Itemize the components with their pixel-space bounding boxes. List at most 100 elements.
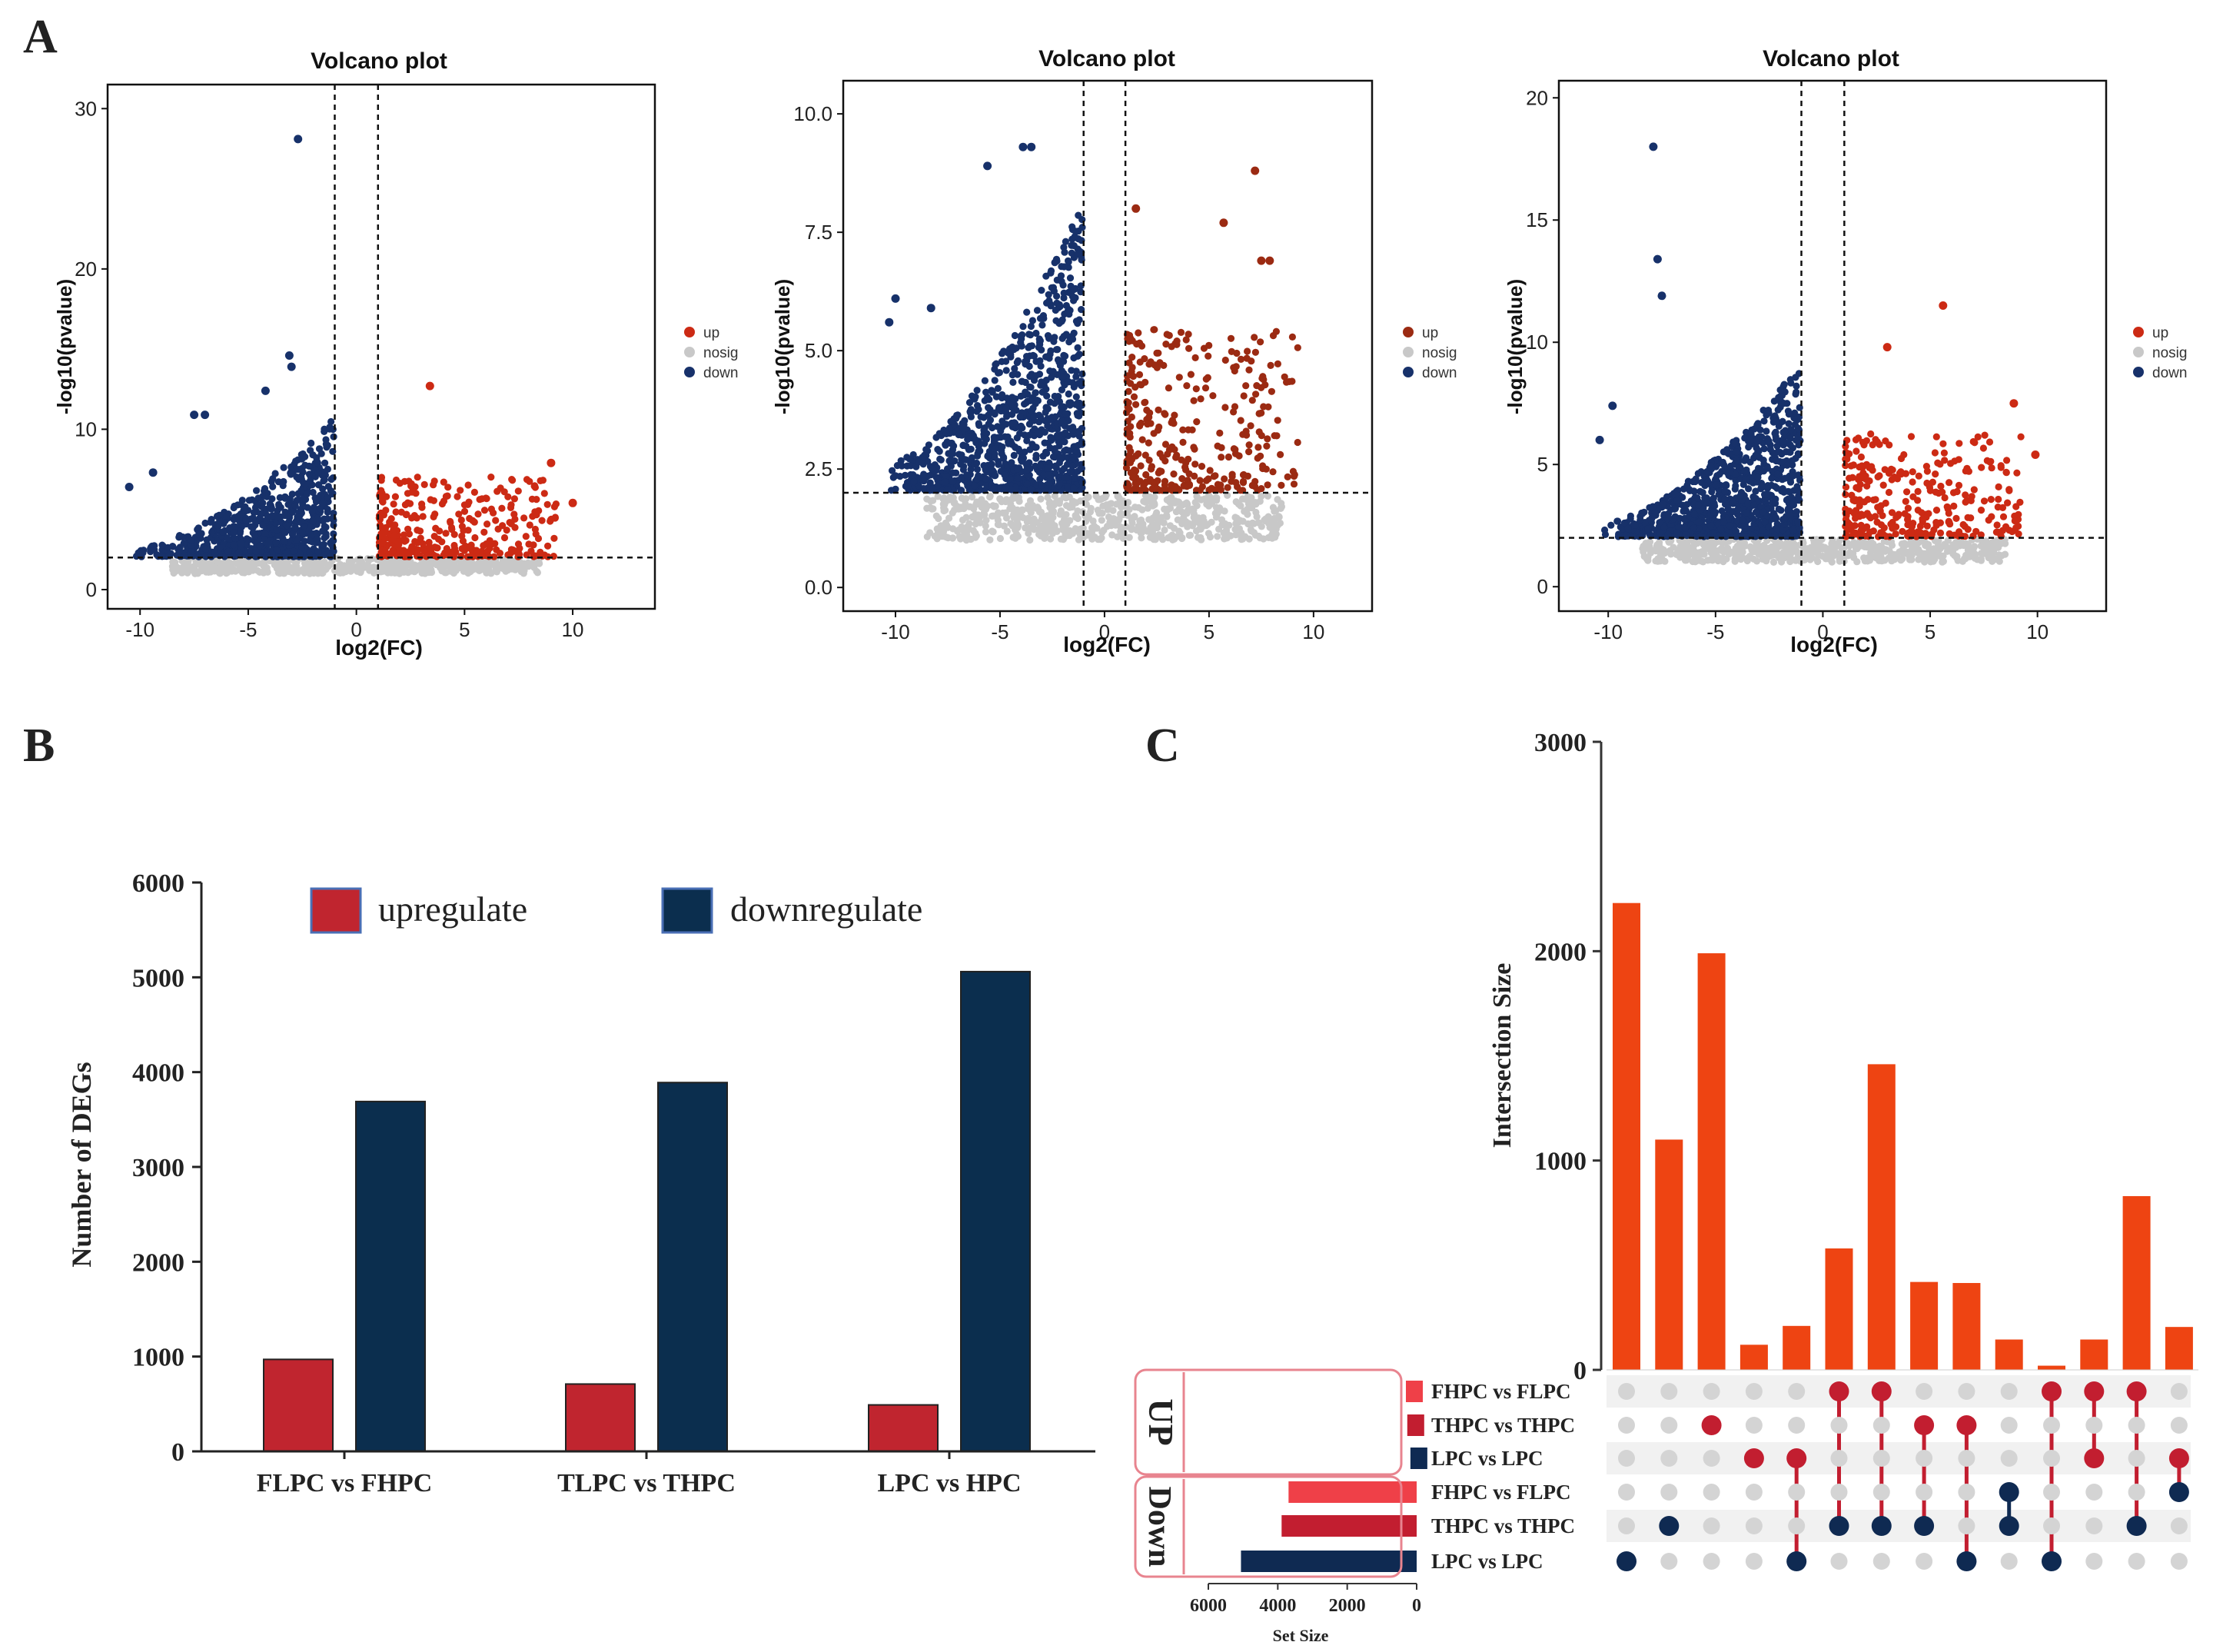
- volcano-1-point-up: [414, 474, 421, 481]
- volcano-2-point-nosig: [1184, 523, 1191, 530]
- volcano-2-point-down: [1072, 401, 1080, 408]
- volcano-1-up: [375, 474, 560, 560]
- volcano-1-point-down: [213, 512, 221, 520]
- volcano-2-point-nosig: [1233, 514, 1241, 522]
- volcano-2-point-down: [1012, 344, 1020, 352]
- volcano-2-point-nosig: [1012, 526, 1019, 533]
- volcano-1-point-down: [326, 553, 334, 560]
- volcano-2-point-down: [922, 446, 930, 454]
- volcano-1-point-up: [457, 552, 465, 560]
- volcano-3-point-nosig: [1789, 542, 1797, 550]
- volcano-2-point-up: [1200, 344, 1208, 352]
- volcano-1-point-down: [299, 450, 307, 458]
- volcano-3-point-nosig: [1995, 551, 2003, 559]
- volcano-2-point-nosig: [972, 510, 979, 519]
- volcano-1-point-up: [379, 539, 387, 547]
- volcano-2-point-down: [982, 475, 990, 483]
- volcano-2-point-down: [1013, 434, 1021, 442]
- volcano-1-point-up: [540, 490, 548, 497]
- volcano-1-point-nosig: [530, 563, 538, 571]
- volcano-2-point-up: [1221, 404, 1229, 411]
- volcano-3-point-nosig: [1978, 550, 1985, 557]
- volcano-2-point-nosig: [1131, 514, 1138, 521]
- volcano-2-point-down: [1060, 464, 1068, 473]
- volcano-1-point-down: [208, 528, 216, 537]
- volcano-2-point-up: [1236, 487, 1244, 494]
- volcano-2-point-down: [1002, 404, 1010, 412]
- volcano-1-point-down: [304, 504, 311, 511]
- volcano-2-point-down: [1028, 317, 1036, 324]
- volcano-2-point-down: [1068, 379, 1076, 387]
- volcano-2-point-nosig: [1108, 531, 1116, 539]
- volcano-1-point-nosig: [474, 562, 482, 570]
- volcano-1-point-nosig: [515, 560, 523, 568]
- volcano-2-point-down: [1037, 413, 1045, 421]
- volcano-1-point-up: [382, 507, 390, 514]
- volcano-1-point-down: [281, 537, 288, 546]
- volcano-1-point-down: [280, 477, 287, 486]
- volcano-3-point-down: [1791, 420, 1799, 428]
- volcano-2-point-nosig: [1187, 531, 1195, 539]
- volcano-1-point-up: [416, 527, 424, 535]
- volcano-2-point-down: [1062, 410, 1069, 417]
- volcano-1-point-down: [313, 530, 321, 537]
- volcano-2-point-up: [1135, 329, 1142, 337]
- volcano-2-point-up: [1182, 466, 1190, 474]
- volcano-2-point-nosig: [1003, 527, 1011, 535]
- volcano-2-point-up: [1145, 439, 1152, 447]
- volcano-3-point-nosig: [1755, 542, 1763, 550]
- volcano-1-point-up: [525, 540, 533, 548]
- volcano-plot-2: Volcano plot -10 -5 0 5 10 0.02.55.07.510.0 …: [771, 46, 1457, 656]
- volcano-2-point-outlier: [1257, 256, 1266, 265]
- volcano-3-point-nosig: [1700, 540, 1707, 548]
- volcano-3-point-down: [1732, 470, 1739, 478]
- volcano-2-point-down: [1038, 481, 1045, 490]
- volcano-2-point-down: [991, 409, 999, 417]
- volcano-3-point-nosig: [1962, 551, 1970, 559]
- volcano-2-point-down: [1048, 374, 1055, 381]
- volcano-2-point-down: [1045, 297, 1053, 304]
- volcano-1-point-nosig: [380, 560, 387, 569]
- volcano-1-point-up: [396, 480, 404, 487]
- volcano-1-point-up: [514, 540, 523, 548]
- volcano-2-xtick-label: -5: [991, 620, 1008, 643]
- volcano-2-point-up: [1232, 363, 1240, 371]
- volcano-2-point-down: [1056, 361, 1064, 370]
- volcano-3-point-nosig: [1922, 539, 1929, 547]
- volcano-2-point-up: [1206, 467, 1214, 474]
- volcano-2-point-up: [1228, 470, 1236, 478]
- volcano-1-point-up: [419, 513, 427, 520]
- volcano-1-point-nosig: [404, 561, 412, 569]
- volcano-1-point-nosig: [493, 560, 500, 567]
- volcano-1-point-down: [309, 488, 317, 497]
- volcano-1-point-down: [305, 527, 313, 535]
- volcano-2-point-nosig: [1098, 517, 1105, 524]
- volcano-2-legend-label-up: up: [1422, 325, 1438, 341]
- volcano-2-xtick-label: 5: [1204, 620, 1214, 643]
- volcano-2-point-nosig: [1271, 533, 1279, 541]
- volcano-1-point-up: [432, 524, 440, 532]
- volcano-3-point-nosig: [1985, 553, 1992, 562]
- volcano-2-point-nosig: [1035, 504, 1042, 513]
- volcano-2-point-up: [1263, 442, 1271, 450]
- volcano-1-point-down: [158, 541, 166, 549]
- volcano-2-point-nosig: [1104, 506, 1111, 514]
- volcano-2-point-down: [1078, 464, 1085, 473]
- volcano-3-point-nosig: [1692, 550, 1700, 558]
- volcano-1-point-down: [280, 464, 287, 471]
- volcano-1-point-nosig: [365, 557, 373, 564]
- volcano-3-point-nosig: [1906, 540, 1915, 549]
- volcano-2-point-up: [1146, 476, 1154, 484]
- volcano-2-point-down: [1051, 334, 1058, 341]
- volcano-1-point-down: [272, 539, 280, 547]
- volcano-1-point-down: [319, 527, 327, 535]
- volcano-1-point-nosig: [385, 559, 393, 567]
- volcano-2-point-nosig: [1171, 535, 1178, 543]
- volcano-2-point-up: [1141, 378, 1149, 386]
- volcano-2-point-nosig: [1202, 522, 1210, 530]
- volcano-2-point-outlier: [1027, 142, 1036, 151]
- volcano-2-point-down: [1038, 321, 1046, 329]
- volcano-2-point-up: [1196, 477, 1204, 484]
- volcano-1-point-up: [457, 487, 464, 494]
- volcano-2-point-nosig: [1096, 536, 1104, 543]
